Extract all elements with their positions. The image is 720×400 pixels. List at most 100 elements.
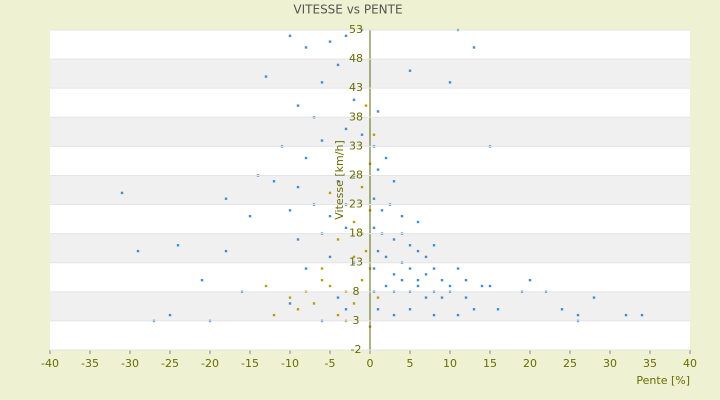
point: [408, 244, 412, 247]
point: [272, 180, 276, 183]
point: [400, 278, 404, 282]
point: [296, 308, 300, 311]
point: [288, 209, 292, 212]
x-tick-label: -15: [241, 357, 259, 370]
point: [640, 313, 644, 317]
point: [560, 308, 564, 311]
point: [448, 81, 452, 84]
point: [352, 255, 356, 259]
point: [288, 302, 292, 305]
point: [464, 296, 468, 299]
x-tick-label: -25: [161, 357, 179, 370]
x-tick-label: 10: [443, 357, 457, 370]
point: [304, 156, 308, 160]
point: [576, 313, 580, 317]
point: [360, 185, 364, 189]
x-tick-label: 40: [683, 357, 697, 370]
point: [304, 46, 308, 49]
point: [432, 313, 436, 317]
y-tick-label: 8: [353, 285, 360, 298]
x-tick-label: -35: [81, 357, 99, 370]
point: [352, 98, 356, 102]
point: [328, 214, 332, 218]
point: [384, 284, 388, 288]
y-tick-label: 13: [349, 256, 363, 269]
x-tick-label: -30: [121, 357, 139, 370]
point: [328, 255, 332, 259]
point: [304, 267, 308, 270]
point: [592, 296, 596, 299]
point: [392, 180, 396, 183]
point: [328, 191, 332, 195]
point: [376, 110, 380, 113]
y-tick-label: 33: [349, 139, 363, 152]
point: [372, 133, 376, 136]
point: [224, 197, 228, 200]
point: [464, 278, 468, 282]
point: [352, 220, 356, 224]
point: [384, 156, 388, 160]
point: [432, 244, 436, 247]
point: [176, 244, 180, 247]
point: [372, 267, 376, 270]
point: [168, 313, 172, 317]
point: [408, 308, 412, 311]
x-tick-label: -40: [41, 357, 59, 370]
point: [312, 302, 316, 305]
point: [480, 284, 484, 288]
point: [360, 278, 364, 282]
y-tick-label: 18: [349, 227, 363, 240]
point: [344, 226, 348, 230]
y-tick-label: 3: [353, 314, 360, 327]
y-tick-label: 38: [349, 110, 363, 123]
point: [440, 278, 444, 282]
point: [288, 34, 292, 38]
point: [416, 278, 420, 282]
point: [376, 168, 380, 171]
point: [224, 249, 228, 253]
chart-title: VITESSE vs PENTE: [293, 3, 402, 17]
x-tick-label: 5: [407, 357, 414, 370]
x-tick-label: 30: [603, 357, 617, 370]
point: [624, 313, 628, 317]
point: [416, 249, 420, 253]
point: [424, 255, 428, 259]
point: [288, 296, 292, 299]
x-tick-label: 35: [643, 357, 657, 370]
point: [472, 308, 476, 311]
point: [392, 238, 396, 241]
point: [376, 296, 380, 299]
point: [328, 40, 332, 43]
point: [416, 284, 420, 288]
point: [320, 139, 324, 142]
point: [296, 185, 300, 189]
point: [416, 220, 420, 224]
y-tick-label: 48: [349, 52, 363, 65]
point: [472, 46, 476, 49]
x-tick-label: -5: [325, 357, 336, 370]
point: [372, 226, 376, 230]
point: [408, 69, 412, 72]
point: [200, 278, 204, 282]
point: [364, 249, 368, 253]
point: [376, 249, 380, 253]
y-tick-label: 28: [349, 168, 363, 181]
point: [248, 214, 252, 218]
point: [408, 267, 412, 270]
point: [344, 34, 348, 38]
point: [360, 133, 364, 136]
point: [488, 284, 492, 288]
y-tick-label: -2: [351, 343, 362, 356]
point: [272, 313, 276, 317]
point: [384, 255, 388, 259]
point: [424, 273, 428, 276]
point: [328, 284, 332, 288]
point: [264, 284, 268, 288]
y-tick-label: 53: [349, 23, 363, 36]
point: [376, 308, 380, 311]
x-tick-label: 20: [523, 357, 537, 370]
point: [380, 209, 384, 212]
point: [392, 273, 396, 276]
point: [344, 127, 348, 131]
